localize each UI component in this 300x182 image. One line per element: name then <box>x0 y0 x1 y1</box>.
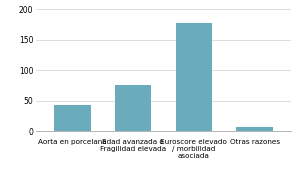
Bar <box>54 105 91 131</box>
Bar <box>115 85 152 131</box>
Bar <box>236 127 273 131</box>
Bar <box>176 23 212 131</box>
